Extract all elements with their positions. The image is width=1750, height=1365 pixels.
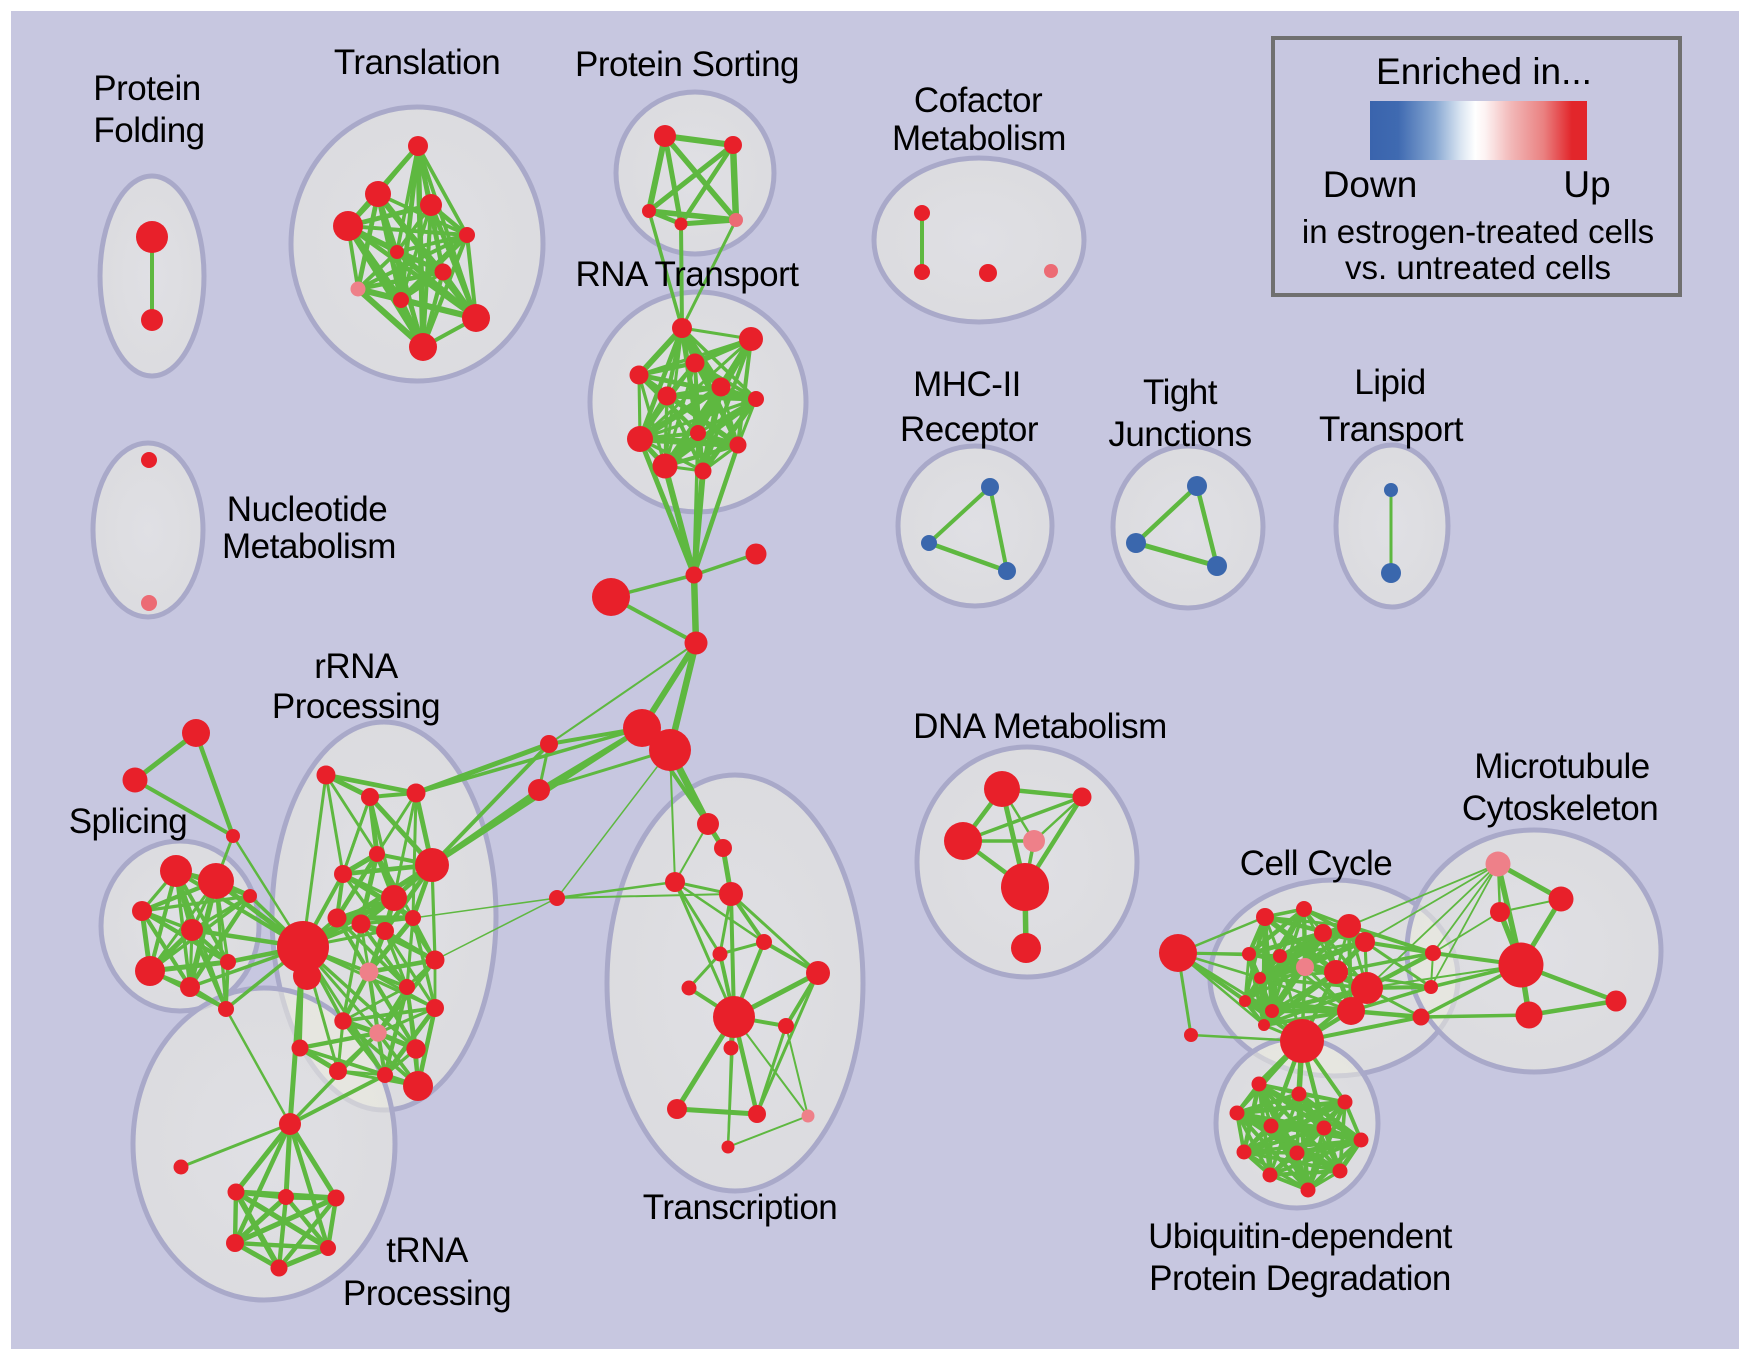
svg-text:Enriched in...: Enriched in... (1376, 51, 1592, 92)
svg-text:Splicing: Splicing (69, 802, 188, 841)
svg-text:Translation: Translation (334, 43, 500, 82)
svg-text:Protein: Protein (93, 69, 200, 108)
svg-text:Ubiquitin-dependent: Ubiquitin-dependent (1148, 1217, 1453, 1256)
svg-text:Up: Up (1563, 164, 1610, 205)
svg-text:Folding: Folding (93, 111, 204, 150)
svg-text:Metabolism: Metabolism (222, 527, 396, 566)
svg-text:DNA Metabolism: DNA Metabolism (913, 707, 1167, 746)
svg-text:Lipid: Lipid (1354, 363, 1425, 402)
svg-text:Tight: Tight (1143, 373, 1218, 412)
svg-text:rRNA: rRNA (314, 647, 399, 686)
svg-text:Metabolism: Metabolism (892, 119, 1066, 158)
svg-text:RNA Transport: RNA Transport (575, 255, 799, 294)
svg-text:Cell Cycle: Cell Cycle (1240, 844, 1393, 883)
svg-text:Processing: Processing (343, 1274, 511, 1313)
svg-text:Receptor: Receptor (900, 410, 1039, 449)
svg-text:Transport: Transport (1319, 410, 1464, 449)
svg-text:Cofactor: Cofactor (914, 81, 1043, 120)
svg-text:Nucleotide: Nucleotide (227, 490, 387, 529)
svg-text:Cytoskeleton: Cytoskeleton (1462, 789, 1658, 828)
svg-text:Transcription: Transcription (643, 1188, 838, 1227)
svg-text:Down: Down (1323, 164, 1418, 205)
svg-text:vs. untreated cells: vs. untreated cells (1345, 249, 1611, 286)
svg-text:Protein Sorting: Protein Sorting (575, 45, 799, 84)
svg-text:Junctions: Junctions (1108, 415, 1251, 454)
svg-text:in estrogen-treated cells: in estrogen-treated cells (1302, 213, 1654, 250)
svg-text:MHC-II: MHC-II (913, 365, 1021, 404)
svg-text:Microtubule: Microtubule (1474, 747, 1649, 786)
svg-text:Processing: Processing (272, 687, 440, 726)
svg-text:Protein Degradation: Protein Degradation (1149, 1259, 1451, 1298)
svg-text:tRNA: tRNA (386, 1231, 469, 1270)
